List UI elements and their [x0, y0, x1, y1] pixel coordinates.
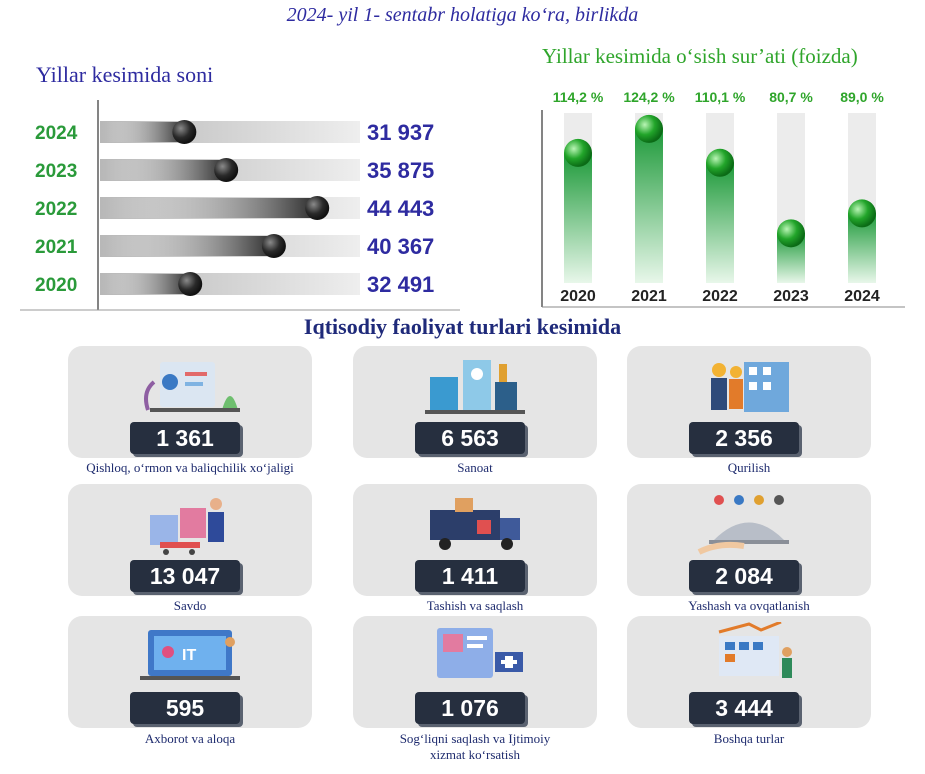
- count-ball-2024: [172, 120, 197, 144]
- construction-icon: [689, 352, 809, 424]
- sector-card: IT 595: [68, 616, 312, 728]
- agriculture-icon: [130, 352, 250, 424]
- growth-year-2024: 2024: [844, 288, 880, 305]
- year-label-2020: 2020: [35, 275, 77, 296]
- count-value-2021: 40 367: [367, 234, 434, 259]
- sector-card: 1 361: [68, 346, 312, 458]
- sector-label: Tashish va saqlash: [426, 598, 524, 613]
- sector-label: Axborot va aloqa: [144, 731, 236, 746]
- sector-label: Sog‘liqni saqlash va Ijtimoiy xizmat ko‘…: [399, 731, 551, 762]
- growth-bar-2022: [706, 162, 734, 283]
- growth-value-2024: 89,0 %: [840, 89, 884, 105]
- sector-label: Sanoat: [457, 460, 493, 475]
- it-icon: IT: [130, 622, 250, 694]
- growth-ball-2022: [706, 148, 734, 177]
- growth-bar-2020: [564, 152, 592, 283]
- growth-year-2023: 2023: [773, 288, 809, 305]
- page-title: 2024- yil 1- sentabr holatiga ko‘ra, bir…: [286, 4, 639, 26]
- sector-value: 2 356: [689, 422, 799, 454]
- sector-label: Savdo: [173, 598, 207, 613]
- year-label-2024: 2024: [35, 123, 78, 144]
- right-chart-title: Yillar kesimida o‘sish sur’ati (foizda): [542, 44, 858, 68]
- sector-label: Yashash va ovqatlanish: [688, 598, 810, 613]
- growth-year-2022: 2022: [702, 288, 738, 305]
- growth-year-2020: 2020: [560, 288, 596, 305]
- sector-card: 3 444: [627, 616, 871, 728]
- year-label-2023: 2023: [35, 161, 77, 182]
- growth-ball-2021: [635, 114, 663, 143]
- sector-card: 13 047: [68, 484, 312, 596]
- sector-value: 595: [130, 692, 240, 724]
- svg-text:IT: IT: [182, 647, 196, 664]
- food-service-icon: [689, 490, 809, 562]
- count-bar-2022: [105, 198, 318, 218]
- year-label-2021: 2021: [35, 237, 78, 258]
- sector-value: 13 047: [130, 560, 240, 592]
- growth-value-2021: 124,2 %: [623, 89, 675, 105]
- sector-card: 2 356: [627, 346, 871, 458]
- count-bar-2024: [105, 122, 185, 142]
- growth-value-2022: 110,1 %: [695, 89, 746, 105]
- sector-card: 1 076: [353, 616, 597, 728]
- count-ball-2022: [305, 196, 330, 220]
- growth-bar-2021: [635, 128, 663, 283]
- shopping-icon: [130, 490, 250, 562]
- count-value-2024: 31 937: [367, 120, 434, 145]
- growth-ball-2024: [848, 199, 876, 228]
- sector-value: 1 076: [415, 692, 525, 724]
- count-ball-2021: [261, 234, 286, 258]
- count-ball-2020: [178, 272, 203, 296]
- other-services-icon: [689, 620, 809, 694]
- year-label-2022: 2022: [35, 199, 77, 220]
- count-value-2023: 35 875: [367, 158, 434, 183]
- count-value-2020: 32 491: [367, 272, 434, 297]
- count-bar-2021: [105, 236, 274, 256]
- sector-card: 1 411: [353, 484, 597, 596]
- growth-ball-2023: [777, 219, 805, 248]
- transport-icon: [415, 490, 535, 562]
- sector-value: 1 361: [130, 422, 240, 454]
- factory-icon: [415, 352, 535, 424]
- growth-value-2020: 114,2 %: [553, 89, 604, 105]
- sector-section-title: Iqtisodiy faoliyat turlari kesimida: [303, 314, 622, 339]
- count-value-2022: 44 443: [367, 196, 434, 221]
- sector-card: 2 084: [627, 484, 871, 596]
- growth-year-2021: 2021: [631, 288, 667, 305]
- sector-label: Qurilish: [727, 460, 771, 475]
- left-chart-title: Yillar kesimida soni: [36, 62, 214, 87]
- healthcare-icon: [415, 622, 535, 694]
- growth-value-2023: 80,7 %: [769, 89, 813, 105]
- sector-value: 1 411: [415, 560, 525, 592]
- sector-card: 6 563: [353, 346, 597, 458]
- count-bar-2020: [105, 274, 191, 294]
- growth-rate-chart: 114,2 % 2020 124,2 % 2021 110,1 % 2022 80,7 % 2…: [541, 89, 905, 308]
- sector-label: Boshqa turlar: [713, 731, 785, 746]
- count-by-year-chart: 2024 31 937 2023 35 875 2022 44 443 2021 40 367…: [20, 100, 460, 311]
- growth-ball-2020: [564, 138, 592, 167]
- count-bar-2023: [105, 160, 227, 180]
- sector-value: 3 444: [689, 692, 799, 724]
- sector-label: Qishloq, o‘rmon va baliqchilik xo‘jaligi: [86, 460, 294, 475]
- sector-value: 2 084: [689, 560, 799, 592]
- count-ball-2023: [214, 158, 239, 182]
- sector-value: 6 563: [415, 422, 525, 454]
